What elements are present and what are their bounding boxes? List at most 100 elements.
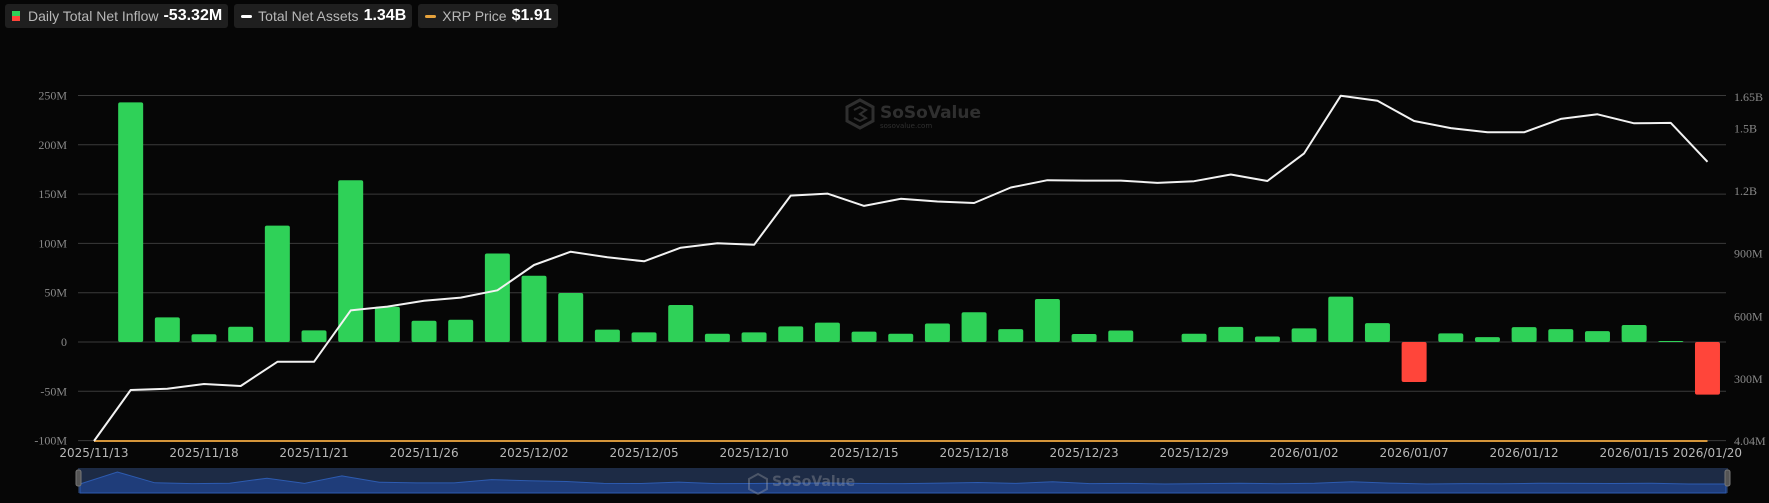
legend-item-daily-net-inflow[interactable]: Daily Total Net Inflow -53.32M xyxy=(5,4,229,28)
right-axis-tick: 900M xyxy=(1734,247,1763,261)
x-axis-date: 2025/11/26 xyxy=(389,446,458,460)
watermark-brand: SoSoValue xyxy=(880,103,981,123)
inflow-bar[interactable] xyxy=(1694,342,1720,395)
line-swatch-icon xyxy=(241,14,253,18)
x-axis-date: 2026/01/20 xyxy=(1673,446,1742,460)
chart-legend: Daily Total Net Inflow -53.32M Total Net… xyxy=(5,4,558,28)
inflow-bar[interactable] xyxy=(924,323,950,342)
x-axis-date: 2025/12/18 xyxy=(939,446,1008,460)
inflow-bar[interactable] xyxy=(338,180,364,342)
inflow-bar[interactable] xyxy=(411,320,437,342)
x-axis-date: 2025/12/23 xyxy=(1050,446,1119,460)
navigator-right-handle[interactable] xyxy=(1724,469,1731,487)
inflow-bar[interactable] xyxy=(228,326,254,342)
x-axis-date: 2025/11/21 xyxy=(279,446,348,460)
inflow-bar[interactable] xyxy=(961,312,987,342)
inflow-bar[interactable] xyxy=(1584,331,1610,342)
x-axis-date: 2026/01/02 xyxy=(1270,446,1339,460)
right-axis-tick: 600M xyxy=(1734,309,1763,323)
left-axis-tick: 200M xyxy=(38,138,67,152)
legend-label: Daily Total Net Inflow xyxy=(28,8,159,24)
legend-value: 1.34B xyxy=(363,7,407,24)
inflow-bar[interactable] xyxy=(594,329,620,342)
inflow-bar[interactable] xyxy=(1181,333,1207,342)
inflow-bar[interactable] xyxy=(1474,337,1500,342)
inflow-bar[interactable] xyxy=(118,102,144,342)
navigator-area xyxy=(79,471,1727,494)
inflow-bar[interactable] xyxy=(631,332,657,342)
inflow-bar[interactable] xyxy=(778,326,804,342)
legend-item-xrp-price[interactable]: XRP Price $1.91 xyxy=(418,4,558,28)
inflow-bar[interactable] xyxy=(374,306,400,342)
x-axis-date: 2026/01/15 xyxy=(1600,446,1669,460)
inflow-bar[interactable] xyxy=(264,225,290,342)
left-axis-tick: -50M xyxy=(40,384,67,398)
left-axis-tick: 250M xyxy=(38,89,67,103)
right-axis-tick: 1.5B xyxy=(1734,121,1757,135)
inflow-bar[interactable] xyxy=(301,330,327,342)
x-axis-date: 2026/01/07 xyxy=(1380,446,1449,460)
inflow-bar[interactable] xyxy=(1364,323,1390,342)
legend-item-total-net-assets[interactable]: Total Net Assets 1.34B xyxy=(234,4,413,28)
right-axis-tick: 4.04M xyxy=(1734,434,1766,448)
watermark-site: sosovalue.com xyxy=(880,122,932,130)
navigator-left-handle[interactable] xyxy=(75,469,82,487)
x-axis-date: 2025/12/15 xyxy=(829,446,898,460)
legend-label: Total Net Assets xyxy=(258,8,359,24)
inflow-bar[interactable] xyxy=(1108,330,1134,342)
inflow-bars xyxy=(118,102,1720,395)
inflow-bar[interactable] xyxy=(1548,329,1574,342)
x-axis-date: 2025/12/05 xyxy=(609,446,678,460)
inflow-bar[interactable] xyxy=(888,333,914,342)
x-axis-dates: 2025/11/13 2025/11/18 2025/11/21 2025/11/26… xyxy=(59,446,1742,460)
right-y-axis: 1.65B 1.5B 1.2B 900M 600M 300M 4.04M xyxy=(1734,90,1766,448)
inflow-bar[interactable] xyxy=(741,332,767,342)
x-axis-date: 2025/12/29 xyxy=(1160,446,1229,460)
inflow-bar[interactable] xyxy=(1254,336,1280,342)
inflow-bar[interactable] xyxy=(558,292,584,342)
left-axis-tick: 0 xyxy=(61,335,67,349)
inflow-bar[interactable] xyxy=(1511,327,1537,342)
inflow-bar[interactable] xyxy=(484,253,510,342)
inflow-bar[interactable] xyxy=(814,322,840,342)
x-axis-date: 2025/12/10 xyxy=(719,446,788,460)
inflow-bar[interactable] xyxy=(1401,342,1427,383)
inflow-bar[interactable] xyxy=(851,331,877,342)
inflow-bar[interactable] xyxy=(1658,341,1684,343)
inflow-bar[interactable] xyxy=(191,334,217,342)
sosovalue-logo-icon xyxy=(845,98,875,130)
range-navigator[interactable]: SoSoValue xyxy=(75,468,1731,496)
right-axis-tick: 300M xyxy=(1734,372,1763,386)
gridlines xyxy=(78,95,1726,442)
left-y-axis: 250M 200M 150M 100M 50M 0 -50M -100M xyxy=(34,89,67,448)
inflow-bar[interactable] xyxy=(1218,326,1244,342)
line-swatch-icon xyxy=(425,14,437,18)
inflow-bar[interactable] xyxy=(448,319,474,342)
right-axis-tick: 1.65B xyxy=(1734,90,1763,104)
navigator-watermark: SoSoValue xyxy=(748,472,855,496)
inflow-bar[interactable] xyxy=(1328,296,1354,342)
inflow-bar[interactable] xyxy=(1621,325,1647,342)
inflow-bar[interactable] xyxy=(704,333,730,342)
legend-value: $1.91 xyxy=(511,7,552,24)
left-axis-tick: 50M xyxy=(44,286,67,300)
inflow-bar[interactable] xyxy=(668,305,694,342)
bar-swatch-icon xyxy=(12,11,20,21)
legend-label: XRP Price xyxy=(442,8,507,24)
inflow-bar[interactable] xyxy=(1034,299,1060,342)
inflow-bar[interactable] xyxy=(1438,333,1464,342)
inflow-bar[interactable] xyxy=(521,275,547,342)
x-axis-date: 2025/12/02 xyxy=(499,446,568,460)
left-axis-tick: 100M xyxy=(38,236,67,250)
total-net-assets-line xyxy=(93,94,1709,442)
left-axis-tick: -100M xyxy=(34,434,67,448)
left-axis-tick: 150M xyxy=(38,187,67,201)
inflow-bar[interactable] xyxy=(998,329,1024,342)
x-axis-date: 2026/01/12 xyxy=(1490,446,1559,460)
watermark: SoSoValue sosovalue.com xyxy=(845,98,981,130)
inflow-bar[interactable] xyxy=(1071,334,1097,342)
inflow-bar[interactable] xyxy=(1291,328,1317,342)
x-axis-date: 2025/11/13 xyxy=(59,446,128,460)
inflow-bar[interactable] xyxy=(154,317,180,342)
